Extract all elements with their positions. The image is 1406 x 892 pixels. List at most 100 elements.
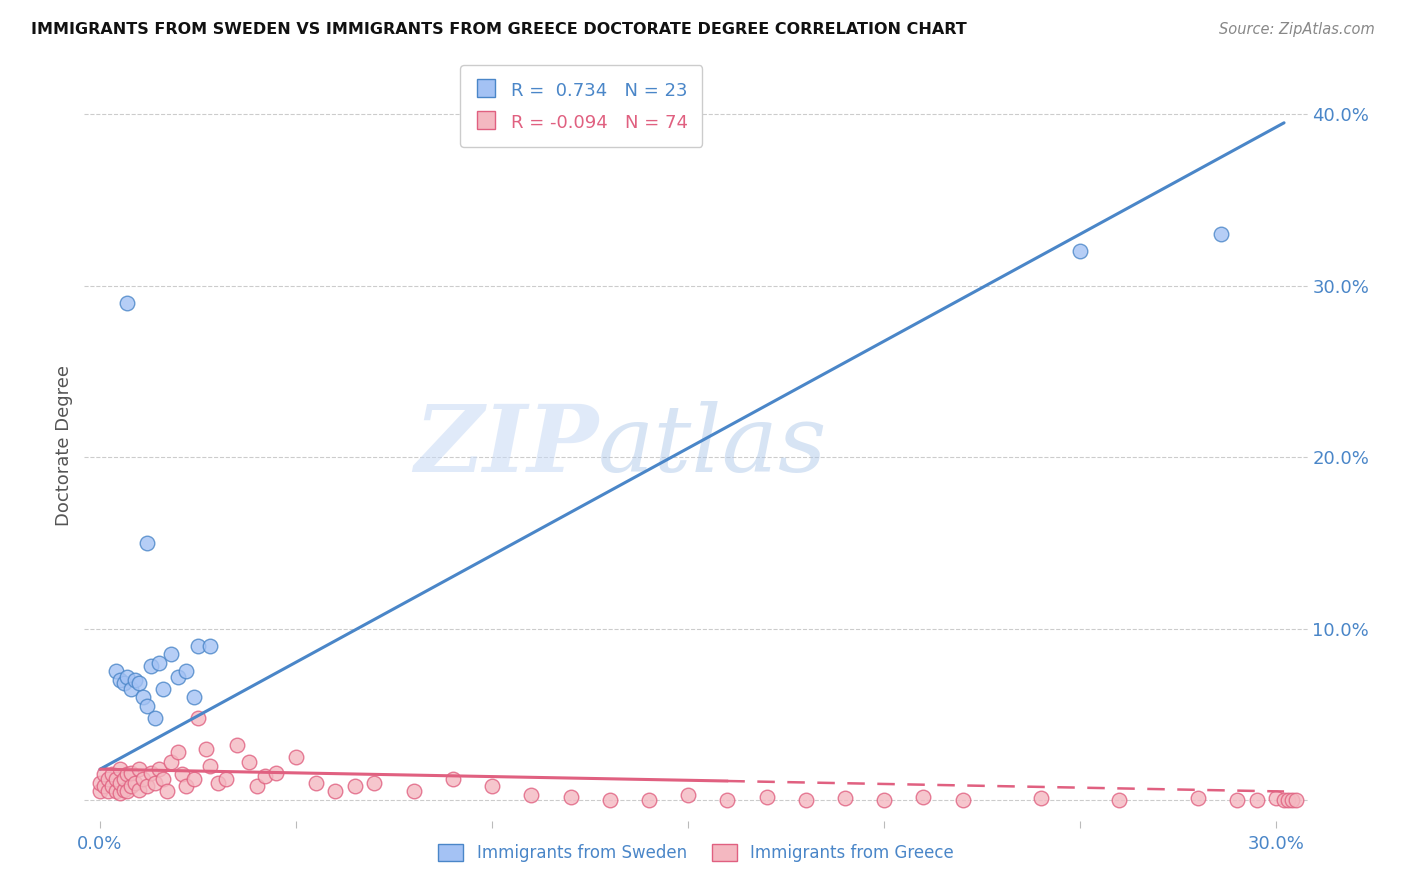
Point bbox=[143, 776, 166, 790]
Point bbox=[172, 767, 194, 781]
Point bbox=[108, 786, 131, 800]
Point bbox=[676, 788, 699, 802]
Point bbox=[104, 772, 127, 787]
Text: IMMIGRANTS FROM SWEDEN VS IMMIGRANTS FROM GREECE DOCTORATE DEGREE CORRELATION CH: IMMIGRANTS FROM SWEDEN VS IMMIGRANTS FRO… bbox=[31, 22, 967, 37]
Point bbox=[194, 741, 217, 756]
Point bbox=[402, 784, 425, 798]
Point bbox=[187, 711, 209, 725]
Point bbox=[246, 780, 269, 794]
Point bbox=[238, 756, 260, 770]
Point bbox=[834, 791, 856, 805]
Point bbox=[912, 789, 935, 804]
Point bbox=[441, 772, 464, 787]
Point bbox=[167, 670, 190, 684]
Y-axis label: Doctorate Degree: Doctorate Degree bbox=[55, 366, 73, 526]
Point bbox=[363, 776, 385, 790]
Point bbox=[156, 784, 179, 798]
Point bbox=[117, 670, 139, 684]
Point bbox=[117, 767, 139, 781]
Point bbox=[599, 793, 621, 807]
Point bbox=[108, 776, 131, 790]
Point bbox=[794, 793, 817, 807]
Point bbox=[1029, 791, 1052, 805]
Point bbox=[266, 765, 288, 780]
Point bbox=[323, 784, 346, 798]
Point bbox=[117, 784, 139, 798]
Point bbox=[560, 789, 582, 804]
Point bbox=[139, 659, 162, 673]
Point bbox=[152, 681, 174, 696]
Point bbox=[101, 780, 124, 794]
Point bbox=[1108, 793, 1130, 807]
Point bbox=[152, 772, 174, 787]
Point bbox=[101, 767, 124, 781]
Point bbox=[136, 536, 159, 550]
Point bbox=[93, 767, 115, 781]
Point bbox=[128, 762, 150, 776]
Point bbox=[159, 648, 181, 662]
Point bbox=[755, 789, 778, 804]
Point bbox=[112, 782, 135, 797]
Point bbox=[108, 673, 131, 687]
Text: ZIP: ZIP bbox=[413, 401, 598, 491]
Point bbox=[1246, 793, 1268, 807]
Text: atlas: atlas bbox=[598, 401, 828, 491]
Point bbox=[120, 765, 142, 780]
Point bbox=[136, 698, 159, 713]
Point bbox=[124, 673, 146, 687]
Point bbox=[226, 738, 249, 752]
Point bbox=[1211, 227, 1233, 242]
Point bbox=[97, 784, 120, 798]
Point bbox=[89, 776, 111, 790]
Point bbox=[520, 788, 543, 802]
Point bbox=[148, 656, 170, 670]
Point bbox=[174, 780, 197, 794]
Point bbox=[167, 745, 190, 759]
Point bbox=[128, 676, 150, 690]
Point bbox=[198, 758, 221, 772]
Point bbox=[873, 793, 896, 807]
Point bbox=[117, 295, 139, 310]
Point bbox=[187, 639, 209, 653]
Point bbox=[638, 793, 661, 807]
Point bbox=[159, 756, 181, 770]
Point bbox=[1281, 793, 1303, 807]
Point bbox=[1226, 793, 1249, 807]
Point bbox=[112, 772, 135, 787]
Point bbox=[132, 690, 155, 705]
Point bbox=[952, 793, 974, 807]
Point bbox=[139, 765, 162, 780]
Point bbox=[1272, 793, 1295, 807]
Point bbox=[343, 780, 366, 794]
Point bbox=[93, 780, 115, 794]
Point bbox=[305, 776, 328, 790]
Point bbox=[124, 776, 146, 790]
Point bbox=[1285, 793, 1308, 807]
Point bbox=[1265, 791, 1288, 805]
Point bbox=[128, 782, 150, 797]
Text: Source: ZipAtlas.com: Source: ZipAtlas.com bbox=[1219, 22, 1375, 37]
Point bbox=[148, 762, 170, 776]
Point bbox=[183, 690, 205, 705]
Point bbox=[207, 776, 229, 790]
Point bbox=[120, 681, 142, 696]
Point bbox=[183, 772, 205, 787]
Point bbox=[97, 772, 120, 787]
Legend: Immigrants from Sweden, Immigrants from Greece: Immigrants from Sweden, Immigrants from … bbox=[432, 837, 960, 869]
Point bbox=[253, 769, 276, 783]
Point bbox=[716, 793, 738, 807]
Point bbox=[214, 772, 236, 787]
Point bbox=[132, 772, 155, 787]
Point bbox=[89, 784, 111, 798]
Point bbox=[174, 665, 197, 679]
Point bbox=[112, 676, 135, 690]
Point bbox=[1187, 791, 1209, 805]
Point bbox=[120, 780, 142, 794]
Point bbox=[481, 780, 503, 794]
Point bbox=[285, 750, 308, 764]
Point bbox=[198, 639, 221, 653]
Point bbox=[1277, 793, 1299, 807]
Point bbox=[1069, 244, 1091, 259]
Point bbox=[136, 780, 159, 794]
Point bbox=[108, 762, 131, 776]
